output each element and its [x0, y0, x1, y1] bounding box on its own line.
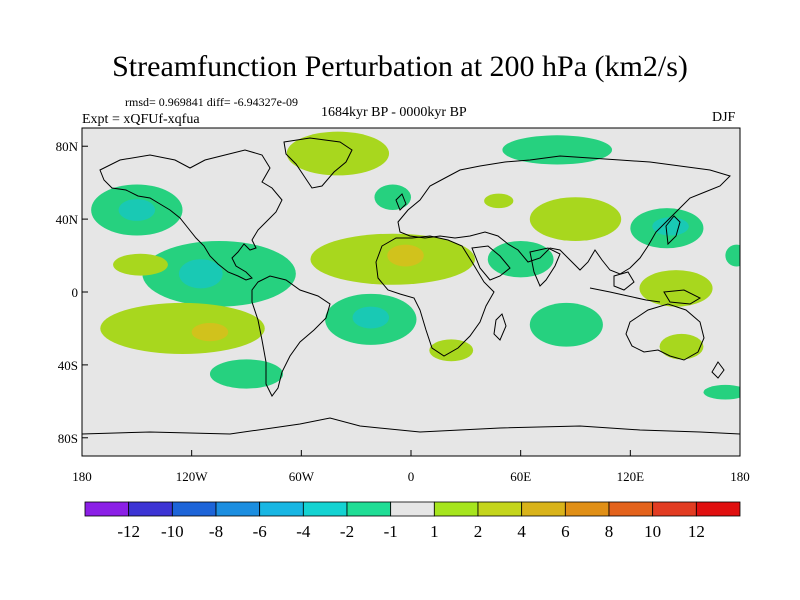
- colorbar-label: 6: [561, 522, 570, 541]
- colorbar-label: -2: [340, 522, 354, 541]
- coastline-eurasia: [397, 155, 731, 275]
- colorbar-label: -1: [384, 522, 398, 541]
- colorbar-label: 12: [688, 522, 705, 541]
- y-tick-label: 40N: [56, 212, 79, 227]
- anomaly-australia-high: [659, 333, 704, 360]
- anomaly-dateline-low: [725, 244, 740, 267]
- colorbar-swatch: [84, 501, 130, 517]
- coastline-new-guinea: [663, 289, 702, 305]
- experiment-label: Expt = xQFUf-xqfua: [82, 112, 200, 127]
- colorbar-label: 1: [430, 522, 439, 541]
- anomaly-regions: [91, 131, 740, 400]
- time-period-label: 1684kyr BP - 0000kyr BP: [321, 105, 467, 120]
- coastline-africa: [375, 235, 495, 357]
- colorbar-swatch: [215, 501, 261, 517]
- colorbar-swatch: [608, 501, 654, 517]
- season-label: DJF: [712, 110, 736, 125]
- anomaly-south-africa-high: [429, 339, 474, 362]
- anomaly-south-atlantic-low-core: [352, 306, 390, 329]
- colorbar-label: 8: [605, 522, 614, 541]
- coastline-new-zealand: [711, 361, 725, 379]
- colorbar-swatch: [521, 501, 566, 517]
- anomaly-arctic-siberia-high: [502, 135, 613, 165]
- x-tick-label: 0: [408, 469, 415, 484]
- y-tick-label: 80N: [56, 139, 79, 154]
- colorbar-label: 4: [517, 522, 526, 541]
- colorbar-label: -6: [253, 522, 267, 541]
- anomaly-north-pacific-low-core: [118, 199, 156, 221]
- anomaly-central-america-low-core: [178, 259, 223, 289]
- coastline-india: [529, 247, 561, 287]
- colorbar-swatch: [259, 501, 304, 517]
- coastline-north-america: [99, 149, 283, 281]
- anomaly-east-pacific-high: [113, 253, 168, 276]
- colorbar-label: 2: [474, 522, 483, 541]
- coastline-south-america: [251, 275, 331, 397]
- colorbar-swatch: [390, 501, 435, 517]
- plot-title: Streamfunction Perturbation at 200 hPa (…: [112, 50, 688, 83]
- anomaly-north-atlantic-low: [374, 184, 411, 210]
- anomaly-europe-high: [484, 193, 514, 209]
- x-tick-label: 60W: [289, 469, 315, 484]
- anomaly-indian-ocean-low: [529, 302, 603, 347]
- colorbar-swatch: [695, 501, 741, 517]
- coastline-greenland: [283, 137, 353, 189]
- y-tick-label: 80S: [58, 431, 78, 446]
- colorbar-swatch: [302, 501, 348, 517]
- rmsd-diff-stats: rmsd= 0.969841 diff= -6.94327e-09: [125, 95, 298, 109]
- colorbar-label: 10: [644, 522, 661, 541]
- y-tick-label: 0: [72, 285, 79, 300]
- colorbar-label: -8: [209, 522, 223, 541]
- coastline-british-isles: [395, 193, 407, 211]
- coastline-australia: [625, 303, 705, 361]
- colorbar-swatch: [433, 501, 479, 517]
- coastline-madagascar: [493, 313, 507, 341]
- colorbar-swatch: [171, 501, 217, 517]
- colorbar: -12 -10 -8 -6 -4 -2 -1 1 2 4 6 8 10 12: [84, 501, 741, 541]
- coastline-japan: [665, 215, 681, 246]
- colorbar-swatch: [128, 501, 173, 517]
- anomaly-indonesia-high: [639, 270, 713, 307]
- x-tick-label: 60E: [510, 469, 531, 484]
- coastline-indonesia: [589, 287, 661, 303]
- colorbar-swatch: [346, 501, 392, 517]
- x-tick-label: 120W: [176, 469, 209, 484]
- x-tick-label: 120E: [617, 469, 645, 484]
- anomaly-southwest-pacific-low: [703, 384, 740, 400]
- colorbar-label: -10: [161, 522, 184, 541]
- anomaly-southeast-pacific-low: [209, 359, 284, 389]
- coastline-antarctica: [82, 417, 740, 435]
- anomaly-greenland-high: [286, 131, 390, 176]
- anomaly-sahara-high-core: [387, 244, 424, 267]
- coastlines: [82, 137, 740, 435]
- colorbar-label: -4: [296, 522, 311, 541]
- longitude-axis: 180 120W 60W 0 60E 120E 180: [72, 450, 750, 484]
- latitude-axis: 80N 40N 0 40S 80S: [56, 139, 88, 446]
- colorbar-swatch: [652, 501, 697, 517]
- anomaly-central-asia-high: [529, 197, 622, 241]
- colorbar-swatch: [477, 501, 523, 517]
- coastline-arabia: [471, 245, 511, 281]
- colorbar-swatch: [564, 501, 610, 517]
- coastline-borneo: [613, 271, 635, 291]
- y-tick-label: 40S: [58, 358, 78, 373]
- anomaly-south-pacific-high: [100, 302, 265, 354]
- colorbar-label: -12: [117, 522, 140, 541]
- x-tick-label: 180: [72, 469, 92, 484]
- x-tick-label: 180: [730, 469, 750, 484]
- anomaly-south-pacific-high-core: [191, 322, 229, 342]
- anomaly-arabia-low: [487, 240, 554, 278]
